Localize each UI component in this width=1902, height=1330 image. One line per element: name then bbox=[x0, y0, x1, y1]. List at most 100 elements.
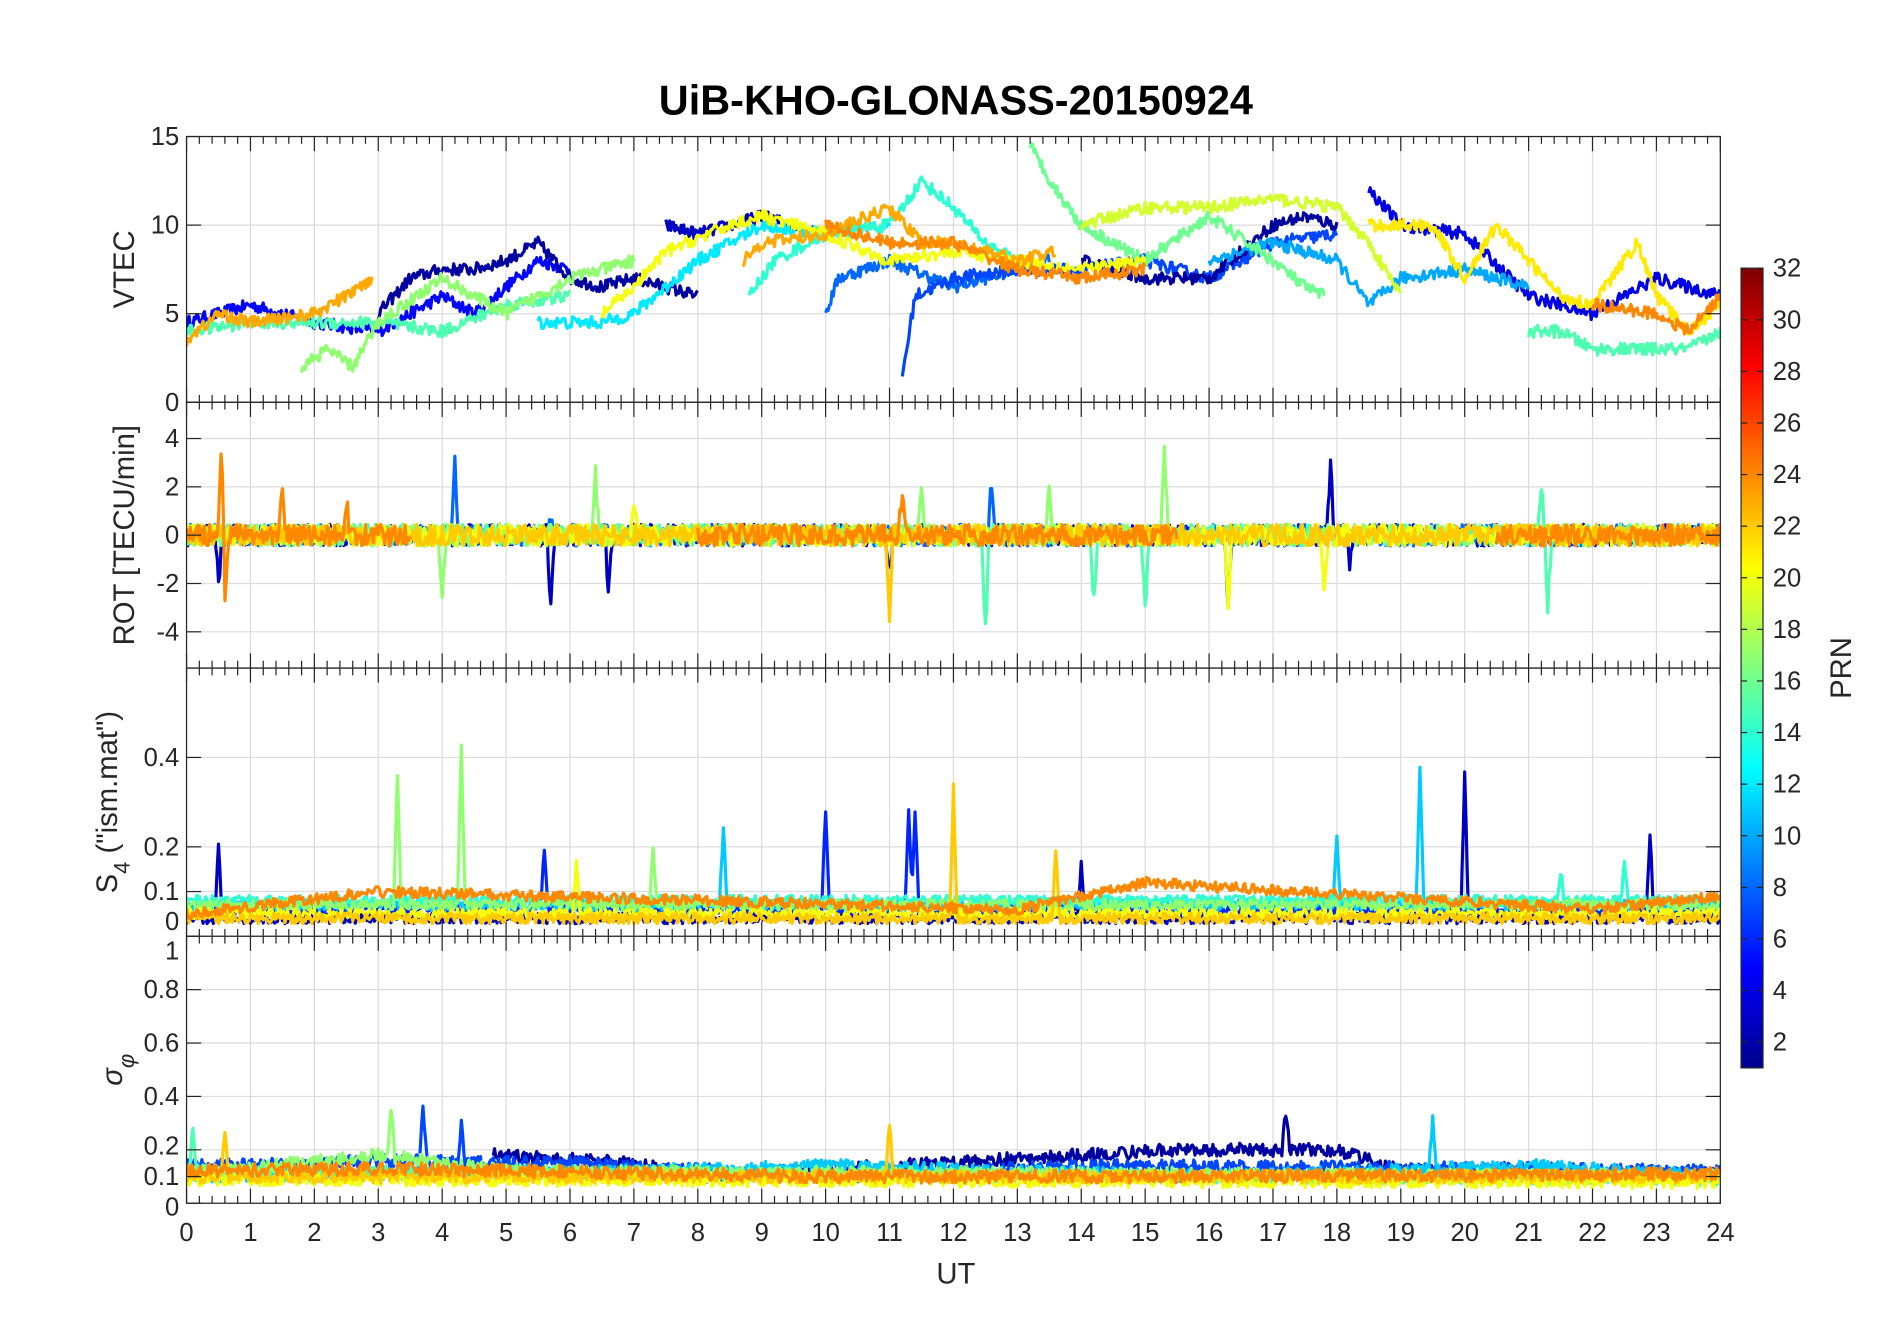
s4-y-tick-label: 0 bbox=[165, 908, 179, 936]
x-tick-label: 9 bbox=[755, 1219, 769, 1247]
s4-series-prn-24 bbox=[186, 875, 1721, 920]
vtec-y-tick-label: 5 bbox=[165, 300, 179, 328]
x-tick-label: 23 bbox=[1642, 1219, 1670, 1247]
x-axis-label: UT bbox=[936, 1259, 975, 1291]
vtec-series-prn-23 bbox=[741, 203, 1057, 268]
x-tick-label: 19 bbox=[1387, 1219, 1415, 1247]
vtec-series-prn-5 bbox=[186, 255, 572, 338]
vtec-series-prn-24 bbox=[824, 219, 1147, 285]
rot-y-tick-label: -2 bbox=[156, 570, 179, 598]
x-tick-label: 24 bbox=[1706, 1219, 1734, 1247]
colorbar-tick-label: 24 bbox=[1773, 461, 1801, 489]
rot-series-prn-24 bbox=[1495, 523, 1721, 548]
colorbar-tick-label: 10 bbox=[1773, 822, 1801, 850]
vtec-series-prn-15 bbox=[1527, 323, 1721, 357]
x-tick-label: 13 bbox=[1003, 1219, 1031, 1247]
colorbar-tick-label: 2 bbox=[1773, 1029, 1787, 1057]
rot-y-tick-label: 0 bbox=[165, 522, 179, 550]
x-tick-label: 2 bbox=[307, 1219, 321, 1247]
colorbar-tick-label: 6 bbox=[1773, 925, 1787, 953]
ylabel-subscript: 4 bbox=[109, 862, 134, 874]
s4-y-axis-label: S4 ("ism.mat") bbox=[92, 711, 134, 893]
colorbar-tick-label: 12 bbox=[1773, 771, 1801, 799]
x-tick-label: 17 bbox=[1259, 1219, 1287, 1247]
x-tick-label: 10 bbox=[811, 1219, 839, 1247]
vtec-series-prn-17 bbox=[299, 254, 636, 373]
panel-vtec: 0 5 10 15 VTEC bbox=[109, 123, 1721, 417]
panel-s4: 00.1 0.2 0.4 S4 ("ism.mat") bbox=[92, 667, 1721, 937]
s4-series-prn-22 bbox=[186, 782, 1721, 926]
x-tick-label: 0 bbox=[179, 1219, 193, 1247]
colorbar-tick-label: 20 bbox=[1773, 564, 1801, 592]
colorbar-tick-label: 14 bbox=[1773, 719, 1801, 747]
sigma-y-tick-label: 0.8 bbox=[144, 976, 180, 1004]
colorbar-tick-label: 16 bbox=[1773, 667, 1801, 695]
sigma-y-tick-label: 1 bbox=[165, 937, 179, 965]
x-tick-label: 12 bbox=[939, 1219, 967, 1247]
vtec-series-prn-14 bbox=[747, 175, 1019, 296]
colorbar-tick-label: 30 bbox=[1773, 306, 1801, 334]
x-tick-label: 14 bbox=[1067, 1219, 1095, 1247]
x-tick-label: 6 bbox=[563, 1219, 577, 1247]
ylabel-rest: ("ism.mat") bbox=[92, 711, 124, 862]
vtec-series-prn-23 bbox=[186, 276, 374, 347]
ylabel-main: S bbox=[92, 874, 124, 894]
ylabel-main: σ bbox=[97, 1067, 129, 1086]
x-tick-label: 5 bbox=[499, 1219, 513, 1247]
s4-y-tick-label: 0.1 bbox=[144, 878, 180, 906]
rot-y-tick-label: -4 bbox=[156, 618, 179, 646]
rot-series-prn-24 bbox=[186, 452, 412, 603]
sigma-y-tick-label: 0.6 bbox=[144, 1030, 180, 1058]
x-tick-label: 21 bbox=[1514, 1219, 1542, 1247]
sigma-y-tick-label: 0.2 bbox=[144, 1133, 180, 1161]
colorbar-tick-label: 4 bbox=[1773, 977, 1787, 1005]
colorbar-tick-label: 18 bbox=[1773, 616, 1801, 644]
sigma-y-axis-label: σφ bbox=[97, 1054, 139, 1086]
vtec-y-tick-label: 10 bbox=[151, 212, 179, 240]
colorbar-label: PRN bbox=[1826, 637, 1858, 699]
colorbar-tick-label: 32 bbox=[1773, 255, 1801, 283]
s4-y-tick-label: 0.2 bbox=[144, 833, 180, 861]
ylabel-subscript: φ bbox=[114, 1054, 139, 1068]
colorbar-tick-label: 8 bbox=[1773, 874, 1787, 902]
chart-title: UiB-KHO-GLONASS-20150924 bbox=[659, 77, 1253, 124]
x-tick-label: 8 bbox=[691, 1219, 705, 1247]
rot-series-group bbox=[186, 444, 1721, 626]
sigma-y-tick-label: 0.1 bbox=[144, 1163, 180, 1191]
rot-y-tick-label: 4 bbox=[165, 425, 179, 453]
x-tick-label: 7 bbox=[627, 1219, 641, 1247]
x-tick-label: 18 bbox=[1323, 1219, 1351, 1247]
s4-series-group bbox=[186, 743, 1721, 926]
sigma-y-tick-label: 0 bbox=[165, 1193, 179, 1221]
vtec-series-prn-21 bbox=[1367, 217, 1721, 337]
colorbar-tick-label: 26 bbox=[1773, 410, 1801, 438]
sigma-series-group bbox=[186, 1104, 1721, 1190]
s4-series-prn-17 bbox=[186, 743, 1721, 912]
x-tick-label: 16 bbox=[1195, 1219, 1223, 1247]
rot-y-tick-label: 2 bbox=[165, 473, 179, 501]
colorbar-gradient bbox=[1741, 268, 1764, 1068]
colorbar-tick-label: 28 bbox=[1773, 358, 1801, 386]
vtec-series-prn-2 bbox=[376, 235, 699, 320]
x-tick-label: 15 bbox=[1131, 1219, 1159, 1247]
s4-y-tick-label: 0.4 bbox=[144, 744, 180, 772]
sigma-series-prn-24 bbox=[186, 1160, 1721, 1185]
rot-series-prn-24 bbox=[696, 493, 1179, 548]
vtec-y-tick-label: 0 bbox=[165, 389, 179, 417]
sigma-y-tick-label: 0.4 bbox=[144, 1083, 180, 1111]
vtec-series-prn-4 bbox=[1367, 186, 1721, 322]
x-tick-label: 3 bbox=[371, 1219, 385, 1247]
x-tick-label: 22 bbox=[1578, 1219, 1606, 1247]
vtec-series-prn-19 bbox=[1079, 193, 1403, 294]
vtec-series-group bbox=[186, 141, 1721, 377]
x-tick-label: 20 bbox=[1450, 1219, 1478, 1247]
vtec-y-tick-label: 15 bbox=[151, 123, 179, 151]
vtec-y-axis-label: VTEC bbox=[109, 230, 141, 308]
vtec-series-prn-16 bbox=[1028, 141, 1326, 300]
panel-rot: -4 -2 0 2 4 ROT [TECU/min] bbox=[109, 401, 1721, 669]
panel-sigma: 00.10.2 0.4 0.6 0.8 1 σφ bbox=[97, 935, 1721, 1221]
colorbar-frame bbox=[1740, 267, 1764, 1069]
colorbar-tick-label: 22 bbox=[1773, 513, 1801, 541]
